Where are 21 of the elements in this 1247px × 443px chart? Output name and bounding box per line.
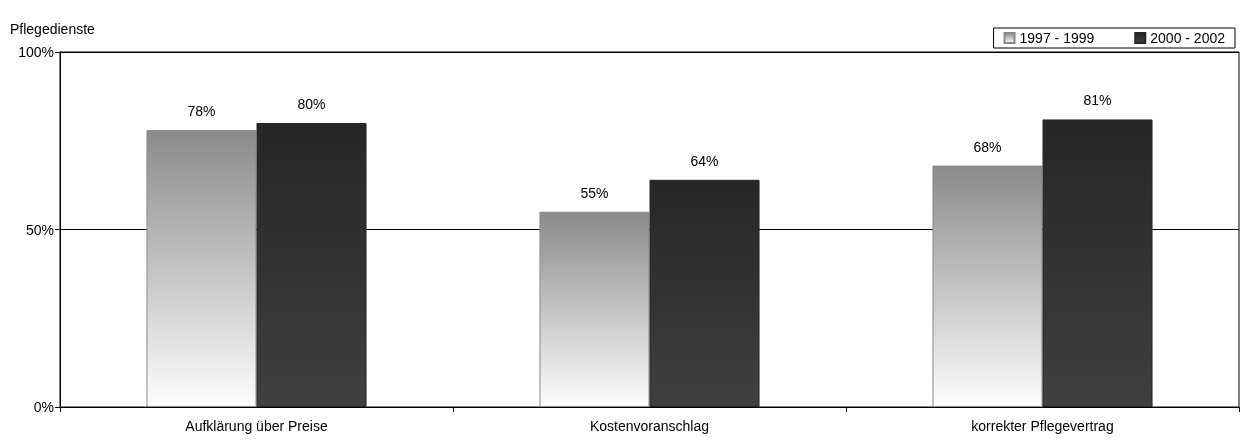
data-label: 81%: [1083, 92, 1112, 109]
y-tick-label: 0%: [33, 399, 54, 415]
legend-label: 2000 - 2002: [1150, 30, 1226, 46]
bar: [649, 179, 760, 407]
bar: [932, 165, 1043, 407]
data-label: 55%: [580, 184, 609, 201]
bar: [1042, 119, 1153, 407]
legend-label: 1997 - 1999: [1019, 30, 1095, 46]
data-label: 64%: [690, 152, 719, 169]
bar: [146, 130, 257, 407]
y-tick-label: 50%: [25, 221, 54, 238]
y-axis-title: Pflegedienste: [10, 21, 96, 37]
data-label: 78%: [187, 103, 216, 120]
bar: [539, 211, 650, 407]
y-tick-label: 100%: [18, 44, 54, 60]
x-tick-label: korrekter Pflegevertrag: [971, 418, 1114, 434]
data-label: 68%: [973, 138, 1002, 155]
x-tick-label: Kostenvoranschlag: [589, 418, 710, 434]
bar: [256, 123, 367, 407]
x-tick-label: Aufklärung über Preise: [185, 418, 328, 434]
data-label: 80%: [297, 96, 326, 112]
